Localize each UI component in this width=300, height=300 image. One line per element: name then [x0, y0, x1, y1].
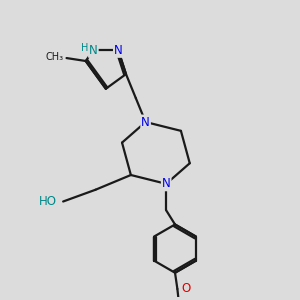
- Text: H: H: [81, 43, 89, 53]
- Text: N: N: [89, 44, 98, 57]
- Text: N: N: [114, 44, 123, 57]
- Text: O: O: [182, 282, 191, 296]
- Text: HO: HO: [39, 195, 57, 208]
- Text: CH₃: CH₃: [45, 52, 63, 62]
- Text: N: N: [162, 177, 171, 190]
- Text: N: N: [141, 116, 150, 128]
